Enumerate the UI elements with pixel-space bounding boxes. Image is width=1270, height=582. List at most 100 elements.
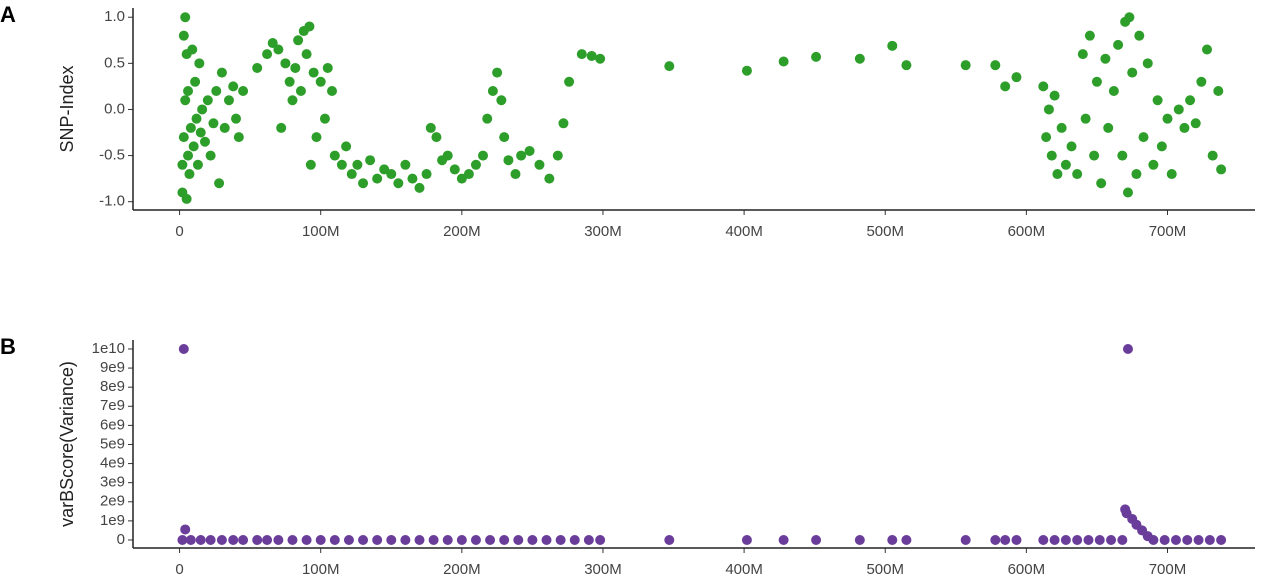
point [1077, 49, 1088, 60]
point [228, 534, 239, 545]
point [1190, 118, 1201, 129]
point [346, 169, 357, 180]
point [280, 58, 291, 69]
point [1148, 534, 1159, 545]
point [211, 86, 222, 97]
point [513, 534, 524, 545]
point [208, 118, 219, 129]
point [1041, 132, 1052, 143]
point [326, 86, 337, 97]
point [183, 86, 194, 97]
point [1193, 534, 1204, 545]
point [510, 169, 521, 180]
point [854, 534, 865, 545]
point [180, 524, 191, 535]
y-tick-label: -0.5 [99, 147, 125, 164]
point [960, 60, 971, 71]
point [854, 53, 865, 64]
point [564, 76, 575, 87]
point [456, 534, 467, 545]
point [778, 534, 789, 545]
point [372, 173, 383, 184]
x-tick-label: 500M [866, 561, 904, 578]
point [595, 53, 606, 64]
point [492, 67, 503, 78]
x-tick-label: 200M [443, 223, 481, 240]
point [185, 122, 196, 133]
y-tick-label: 7e9 [100, 397, 125, 414]
point [414, 182, 425, 193]
point [1000, 534, 1011, 545]
point [252, 534, 263, 545]
point [301, 49, 312, 60]
point [1207, 150, 1218, 161]
point [1152, 95, 1163, 106]
point [407, 173, 418, 184]
point [1096, 178, 1107, 189]
point [214, 178, 225, 189]
point [308, 67, 319, 78]
point [365, 155, 376, 166]
point [329, 150, 340, 161]
point [1131, 169, 1142, 180]
point [1213, 86, 1224, 97]
y-tick-label: 8e9 [100, 378, 125, 395]
point [1046, 150, 1057, 161]
point [1038, 81, 1049, 92]
point [184, 169, 195, 180]
point [425, 122, 436, 133]
x-tick-label: 600M [1008, 223, 1046, 240]
point [191, 113, 202, 124]
point [1122, 343, 1133, 354]
point [487, 86, 498, 97]
point [524, 145, 535, 156]
y-axis-label: varBScore(Variance) [57, 361, 77, 527]
point [194, 58, 205, 69]
point [741, 65, 752, 76]
point [1159, 534, 1170, 545]
point [1216, 534, 1227, 545]
point [1127, 67, 1138, 78]
point [178, 132, 189, 143]
y-tick-label: 1e9 [100, 512, 125, 529]
point [1052, 169, 1063, 180]
point [485, 534, 496, 545]
point [1089, 150, 1100, 161]
point [379, 164, 390, 175]
point [233, 132, 244, 143]
point [421, 169, 432, 180]
point [1166, 169, 1177, 180]
y-tick-label: 1.0 [104, 8, 125, 25]
point [1100, 53, 1111, 64]
point [664, 61, 675, 72]
y-tick-label: 9e9 [100, 359, 125, 376]
point [181, 193, 192, 204]
point [195, 127, 206, 138]
point [595, 534, 606, 545]
point [400, 534, 411, 545]
point [887, 40, 898, 51]
point [1196, 76, 1207, 87]
point [811, 534, 822, 545]
point [315, 534, 326, 545]
y-axis-label: SNP-Index [57, 65, 77, 152]
point [887, 534, 898, 545]
point [1122, 187, 1133, 198]
point [503, 155, 514, 166]
point [496, 95, 507, 106]
x-tick-label: 300M [584, 223, 622, 240]
point [1156, 141, 1167, 152]
point [197, 104, 208, 115]
point [185, 534, 196, 545]
point [238, 534, 249, 545]
point [664, 534, 675, 545]
point [1117, 150, 1128, 161]
point [178, 30, 189, 41]
point [183, 150, 194, 161]
point [1179, 122, 1190, 133]
point [456, 173, 467, 184]
point [202, 95, 213, 106]
point [262, 534, 273, 545]
point [231, 113, 242, 124]
